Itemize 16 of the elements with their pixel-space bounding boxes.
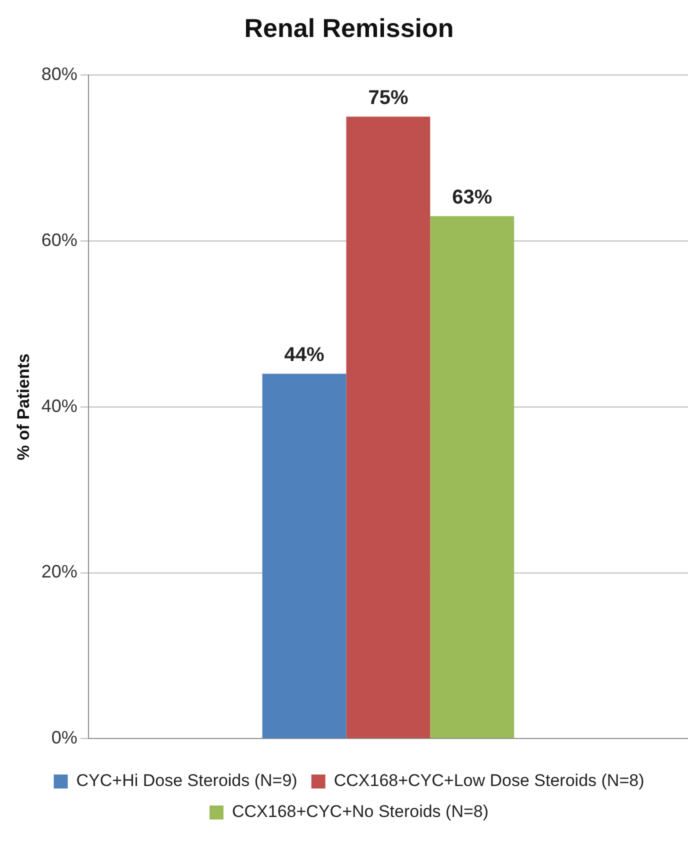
legend-label: CCX168+CYC+Low Dose Steroids (N=8): [334, 771, 644, 790]
y-tick-label: 40%: [41, 396, 78, 416]
bar: [346, 116, 430, 738]
bar: [430, 216, 514, 738]
legend-label: CYC+Hi Dose Steroids (N=9): [76, 771, 298, 790]
data-label: 44%: [284, 344, 325, 366]
data-label: 63%: [452, 186, 492, 209]
legend-label: CCX168+CYC+No Steroids (N=8): [232, 802, 489, 822]
y-axis-title: % of Patients: [14, 354, 33, 460]
y-tick-label: 20%: [41, 562, 78, 582]
data-label: 75%: [368, 87, 408, 110]
y-tick-label: 80%: [41, 64, 78, 84]
y-tick-label: 60%: [41, 230, 78, 250]
bar: [262, 374, 346, 738]
chart-title: Renal Remission: [244, 12, 454, 43]
y-tick-label: 0%: [51, 728, 78, 748]
